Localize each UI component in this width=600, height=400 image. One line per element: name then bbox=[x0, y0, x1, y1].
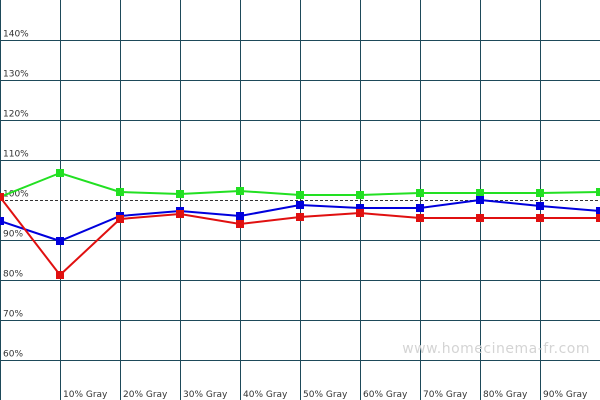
point-marker bbox=[536, 202, 544, 210]
point-marker bbox=[596, 214, 600, 222]
y-tick-label: 90% bbox=[3, 230, 23, 240]
point-marker bbox=[476, 214, 484, 222]
point-marker bbox=[356, 209, 364, 217]
point-marker bbox=[356, 204, 364, 212]
point-marker bbox=[296, 191, 304, 199]
point-marker bbox=[416, 214, 424, 222]
x-tick-label: 20% Gray bbox=[123, 390, 168, 400]
point-marker bbox=[0, 217, 4, 225]
point-marker bbox=[536, 214, 544, 222]
y-tick-label: 110% bbox=[3, 150, 29, 160]
point-marker bbox=[176, 190, 184, 198]
y-tick-label: 60% bbox=[3, 350, 23, 360]
plot bbox=[0, 169, 600, 279]
y-tick-label: 80% bbox=[3, 270, 23, 280]
point-marker bbox=[0, 193, 4, 201]
point-marker bbox=[176, 210, 184, 218]
x-tick-label: 80% Gray bbox=[483, 390, 528, 400]
point-marker bbox=[476, 196, 484, 204]
point-marker bbox=[296, 201, 304, 209]
y-tick-label: 70% bbox=[3, 310, 23, 320]
y-tick-label: 130% bbox=[3, 70, 29, 80]
point-marker bbox=[236, 187, 244, 195]
x-tick-label: 60% Gray bbox=[363, 390, 408, 400]
watermark: www.homecinema-fr.com bbox=[402, 341, 590, 357]
x-tick-label: 40% Gray bbox=[243, 390, 288, 400]
y-tick-label: 100% bbox=[3, 190, 29, 200]
point-marker bbox=[116, 188, 124, 196]
point-marker bbox=[236, 220, 244, 228]
x-tick-label: 90% Gray bbox=[543, 390, 588, 400]
point-marker bbox=[56, 237, 64, 245]
x-tick-label: 50% Gray bbox=[303, 390, 348, 400]
point-marker bbox=[56, 271, 64, 279]
point-marker bbox=[356, 191, 364, 199]
point-marker bbox=[416, 204, 424, 212]
point-marker bbox=[56, 169, 64, 177]
point-marker bbox=[296, 213, 304, 221]
y-tick-label: 120% bbox=[3, 110, 29, 120]
point-marker bbox=[476, 189, 484, 197]
y-tick-label: 140% bbox=[3, 30, 29, 40]
point-marker bbox=[536, 189, 544, 197]
point-marker bbox=[236, 212, 244, 220]
x-tick-label: 10% Gray bbox=[63, 390, 108, 400]
point-marker bbox=[116, 215, 124, 223]
point-marker bbox=[596, 207, 600, 215]
x-tick-label: 30% Gray bbox=[183, 390, 228, 400]
x-tick-label: 70% Gray bbox=[423, 390, 468, 400]
point-marker bbox=[596, 188, 600, 196]
point-marker bbox=[416, 189, 424, 197]
